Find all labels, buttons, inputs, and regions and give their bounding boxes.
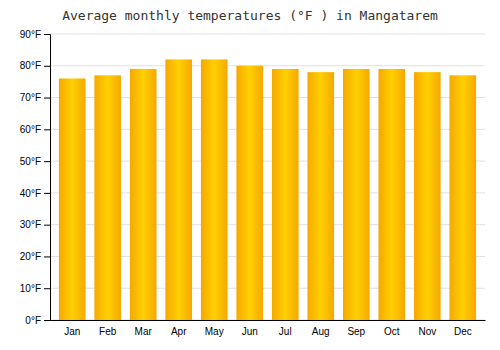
tick-label: Nov <box>418 326 436 337</box>
bar <box>414 72 441 320</box>
tick: Dec <box>454 326 472 337</box>
tick-label: Mar <box>135 326 153 337</box>
tick: 40°F <box>20 188 50 199</box>
tick: 70°F <box>20 92 50 103</box>
tick: 0°F <box>25 315 50 326</box>
tick: 20°F <box>20 251 50 262</box>
bar <box>201 59 228 320</box>
tick-mark <box>44 288 50 289</box>
tick-label: Aug <box>312 326 330 337</box>
tick-mark <box>44 98 50 99</box>
tick: 80°F <box>20 60 50 71</box>
tick: Jan <box>64 326 80 337</box>
tick-label: Sep <box>347 326 365 337</box>
tick-mark <box>44 193 50 194</box>
tick: Sep <box>347 326 365 337</box>
tick-label: 60°F <box>20 124 41 135</box>
tick: 10°F <box>20 283 50 294</box>
tick-label: Jul <box>279 326 292 337</box>
tick-label: 20°F <box>20 251 41 262</box>
tick: 50°F <box>20 156 50 167</box>
tick-label: 40°F <box>20 188 41 199</box>
bar <box>307 72 334 320</box>
plot: 0°F 10°F 20°F 30°F 40°F 50°F 60°F 70°F 80°F 90°F J… <box>20 29 486 337</box>
bar <box>94 75 121 320</box>
bar <box>236 66 263 320</box>
bar <box>343 69 370 320</box>
chart: 0°F 10°F 20°F 30°F 40°F 50°F 60°F 70°F 80°F 90°F J… <box>0 0 500 350</box>
tick-label: Jun <box>242 326 258 337</box>
bar <box>130 69 157 320</box>
tick: Oct <box>384 326 400 337</box>
tick-label: Oct <box>384 326 400 337</box>
bar <box>59 78 86 320</box>
tick-mark <box>44 129 50 130</box>
x-axis: Jan Feb Mar Apr May Jun Jul Aug Sep Oct Nov Dec <box>51 321 486 338</box>
bar <box>165 59 192 320</box>
tick-mark <box>44 161 50 162</box>
tick-label: Apr <box>171 326 187 337</box>
tick-label: 0°F <box>25 315 41 326</box>
tick: Feb <box>99 326 117 337</box>
tick-label: Dec <box>454 326 472 337</box>
axis-line <box>44 35 51 321</box>
tick-mark <box>44 320 50 321</box>
y-axis: 0°F 10°F 20°F 30°F 40°F 50°F 60°F 70°F 80°F 90°F <box>20 29 51 326</box>
tick: 90°F <box>20 29 50 40</box>
tick-label: 80°F <box>20 60 41 71</box>
tick-label: 30°F <box>20 219 41 230</box>
bars <box>59 59 476 320</box>
grid-line <box>50 65 485 66</box>
tick-mark <box>44 256 50 257</box>
tick-mark <box>44 34 50 35</box>
tick-mark <box>44 66 50 67</box>
tick: Mar <box>135 326 153 337</box>
tick: Jun <box>242 326 258 337</box>
tick-label: Jan <box>64 326 80 337</box>
tick-label: May <box>205 326 224 337</box>
tick-label: 70°F <box>20 92 41 103</box>
grid <box>50 34 485 320</box>
bar <box>449 75 476 320</box>
axis-line <box>51 320 486 321</box>
tick: Aug <box>312 326 330 337</box>
tick: Jul <box>279 326 292 337</box>
title: Average monthly temperatures (°F ) in Ma… <box>62 8 438 23</box>
tick: 60°F <box>20 124 50 135</box>
tick: 30°F <box>20 219 50 230</box>
tick-label: 10°F <box>20 283 41 294</box>
tick: Apr <box>171 326 187 337</box>
grid-line <box>50 34 485 35</box>
tick-label: 50°F <box>20 156 41 167</box>
tick-label: Feb <box>99 326 117 337</box>
tick-mark <box>44 225 50 226</box>
tick: May <box>205 326 224 337</box>
tick: Nov <box>418 326 436 337</box>
bar <box>378 69 405 320</box>
tick-label: 90°F <box>20 29 41 40</box>
bar <box>272 69 299 320</box>
